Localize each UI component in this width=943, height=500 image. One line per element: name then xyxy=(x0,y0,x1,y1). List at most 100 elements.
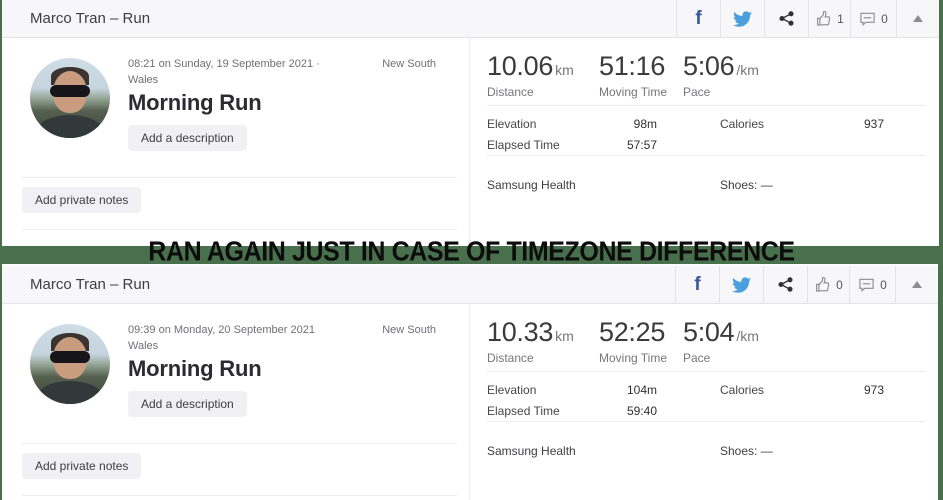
comment-icon xyxy=(860,12,875,26)
divider xyxy=(487,371,925,372)
distance-value: 10.33 xyxy=(487,317,554,347)
avatar-shirt xyxy=(38,115,102,138)
share-button[interactable] xyxy=(764,0,808,37)
card-body: 09:39 on Monday, 20 September 2021 New S… xyxy=(2,304,938,500)
elapsed-time-label: Elapsed Time xyxy=(487,403,560,418)
shoes-value: Shoes: — xyxy=(720,178,773,192)
distance-unit: km xyxy=(555,328,574,344)
divider xyxy=(22,229,457,230)
distance-unit: km xyxy=(555,62,574,78)
avatar-sunglasses xyxy=(50,351,90,363)
pace-value: 5:06 xyxy=(683,51,735,81)
activity-stats-column: 10.06 km Distance 51:16 Moving Time 5:06/… xyxy=(471,38,939,246)
pace-label: Pace xyxy=(683,85,711,99)
card-header: Marco Tran – Run f 1 0 xyxy=(2,0,939,38)
detail-row: Elapsed Time 57:57 xyxy=(487,134,926,155)
page-title: Marco Tran – Run xyxy=(30,276,151,293)
divider xyxy=(22,443,457,444)
kudos-button[interactable]: 0 xyxy=(807,266,849,303)
stat-distance: 10.33 km Distance xyxy=(487,317,599,365)
collapse-button[interactable] xyxy=(896,0,939,37)
twitter-share-button[interactable] xyxy=(719,266,763,303)
distance-label: Distance xyxy=(487,85,534,99)
avatar-shirt xyxy=(38,381,102,404)
meme-caption: RAN AGAIN JUST IN CASE OF TIMEZONE DIFFE… xyxy=(148,235,795,268)
avatar[interactable] xyxy=(30,58,110,138)
data-source: Samsung Health xyxy=(487,178,576,192)
divider xyxy=(487,155,926,156)
thumbs-up-icon xyxy=(816,276,830,292)
activity-location-part1: New South xyxy=(382,324,436,336)
facebook-icon: f xyxy=(694,274,701,295)
calories-value: 937 xyxy=(863,116,884,131)
pace-value: 5:04 xyxy=(683,317,735,347)
activity-summary-column: 08:21 on Sunday, 19 September 2021 · New… xyxy=(2,38,470,246)
avatar[interactable] xyxy=(30,324,110,404)
kudos-button[interactable]: 1 xyxy=(808,0,850,37)
card-footer: Samsung Health Shoes: — xyxy=(487,444,925,458)
stat-pace: 5:06/km Pace xyxy=(683,51,759,99)
detail-stats: Elevation 104m Calories 973 Elapsed Time… xyxy=(487,379,925,421)
pace-unit: /km xyxy=(736,62,759,78)
activity-datetime-line: 08:21 on Sunday, 19 September 2021 · New… xyxy=(128,58,436,70)
avatar-sunglasses xyxy=(50,85,90,97)
pace-label: Pace xyxy=(683,351,711,365)
activity-info: 09:39 on Monday, 20 September 2021 New S… xyxy=(128,324,436,417)
detail-stats: Elevation 98m Calories 937 Elapsed Time … xyxy=(487,113,926,155)
calories-value: 973 xyxy=(863,382,884,397)
add-description-button[interactable]: Add a description xyxy=(128,125,247,151)
activity-card-top: Marco Tran – Run f 1 0 xyxy=(2,0,939,246)
calories-label: Calories xyxy=(720,116,765,131)
activity-location-part1: New South xyxy=(382,58,436,70)
elapsed-time-value: 59:40 xyxy=(626,403,657,418)
kudos-count: 1 xyxy=(837,11,844,26)
activity-location-part2: Wales xyxy=(128,74,159,86)
facebook-share-button[interactable]: f xyxy=(676,0,720,37)
activity-info: 08:21 on Sunday, 19 September 2021 · New… xyxy=(128,58,436,151)
divider xyxy=(22,177,457,178)
comments-button[interactable]: 0 xyxy=(850,0,896,37)
detail-row: Elapsed Time 59:40 xyxy=(487,400,925,421)
distance-label: Distance xyxy=(487,351,534,365)
share-button[interactable] xyxy=(763,266,807,303)
divider xyxy=(22,495,457,496)
stat-moving-time: 51:16 Moving Time xyxy=(599,51,683,99)
divider xyxy=(487,105,926,106)
add-description-button[interactable]: Add a description xyxy=(128,391,247,417)
pace-unit: /km xyxy=(736,328,759,344)
thumbs-up-icon xyxy=(817,10,831,26)
moving-time-value: 51:16 xyxy=(599,51,666,81)
elevation-value: 104m xyxy=(626,382,657,397)
activity-summary-column: 09:39 on Monday, 20 September 2021 New S… xyxy=(2,304,470,500)
share-icon xyxy=(779,11,794,26)
elapsed-time-label: Elapsed Time xyxy=(487,137,560,152)
elevation-label: Elevation xyxy=(487,116,537,131)
activity-card-bottom: Marco Tran – Run f 0 0 xyxy=(2,264,938,500)
activity-datetime-line: 09:39 on Monday, 20 September 2021 New S… xyxy=(128,324,436,336)
comments-button[interactable]: 0 xyxy=(849,266,895,303)
collapse-button[interactable] xyxy=(895,266,938,303)
distance-value: 10.06 xyxy=(487,51,554,81)
share-icon xyxy=(778,277,793,292)
comment-count: 0 xyxy=(881,11,888,26)
data-source: Samsung Health xyxy=(487,444,576,458)
twitter-share-button[interactable] xyxy=(720,0,764,37)
page-title: Marco Tran – Run xyxy=(30,10,151,27)
elevation-label: Elevation xyxy=(487,382,537,397)
card-header: Marco Tran – Run f 0 0 xyxy=(2,266,938,304)
twitter-icon xyxy=(733,10,752,27)
comment-icon xyxy=(859,278,874,292)
add-private-notes-button[interactable]: Add private notes xyxy=(22,453,142,479)
stat-pace: 5:04/km Pace xyxy=(683,317,759,365)
elapsed-time-value: 57:57 xyxy=(626,137,657,152)
moving-time-label: Moving Time xyxy=(599,85,668,99)
facebook-share-button[interactable]: f xyxy=(675,266,719,303)
divider xyxy=(487,421,925,422)
collapse-icon xyxy=(912,281,922,288)
primary-stats: 10.33 km Distance 52:25 Moving Time 5:04/… xyxy=(487,317,759,365)
twitter-icon xyxy=(732,276,751,293)
card-footer: Samsung Health Shoes: — xyxy=(487,178,926,192)
activity-datetime: 08:21 on Sunday, 19 September 2021 · xyxy=(128,58,320,70)
activity-location-part2: Wales xyxy=(128,340,159,352)
add-private-notes-button[interactable]: Add private notes xyxy=(22,187,142,213)
